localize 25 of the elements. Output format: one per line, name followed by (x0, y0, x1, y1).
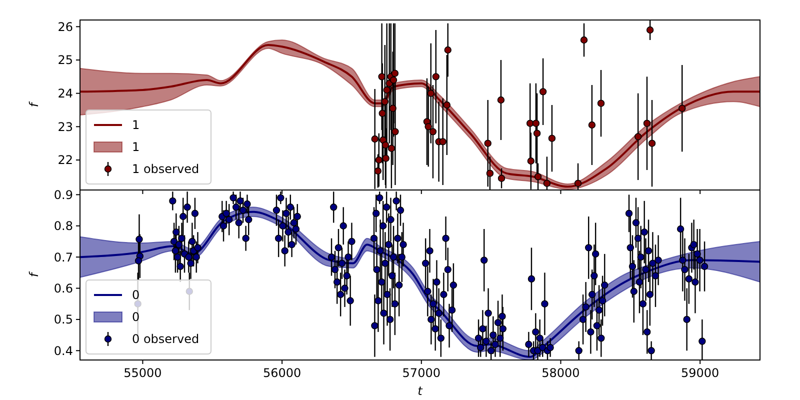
y-tick-label: 25 (58, 53, 73, 68)
legend-label: 0 observed (132, 332, 200, 346)
y-tick-label: 0.6 (54, 281, 73, 296)
y-tick-label: 23 (58, 120, 73, 134)
legend-label: 1 observed (132, 162, 200, 176)
y-tick-label: 22 (58, 153, 73, 168)
text: 0 (132, 310, 140, 324)
x-tick-label: 55000 (124, 366, 162, 380)
x-tick-label: 56000 (262, 366, 302, 380)
y-tick-label: 0.7 (54, 250, 73, 264)
y-axis-title: f (27, 271, 41, 278)
y-tick-label: 0.5 (54, 312, 73, 327)
y-tick-label: 26 (58, 20, 73, 34)
legend-label: 0 (132, 288, 140, 302)
y-tick-label: 0.9 (54, 188, 73, 202)
x-tick-label: 58000 (542, 366, 580, 380)
y-tick-label: 0.4 (54, 344, 73, 358)
text: 1 (132, 140, 140, 154)
y-tick-label: 0.8 (54, 219, 73, 234)
y-axis-title: f (27, 101, 41, 108)
x-axis-title: t (418, 384, 424, 398)
x-tick-label: 59000 (680, 366, 720, 380)
legend-label: 1 (132, 118, 140, 132)
y-tick-label: 24 (58, 86, 73, 101)
x-tick-label: 57000 (402, 366, 440, 380)
